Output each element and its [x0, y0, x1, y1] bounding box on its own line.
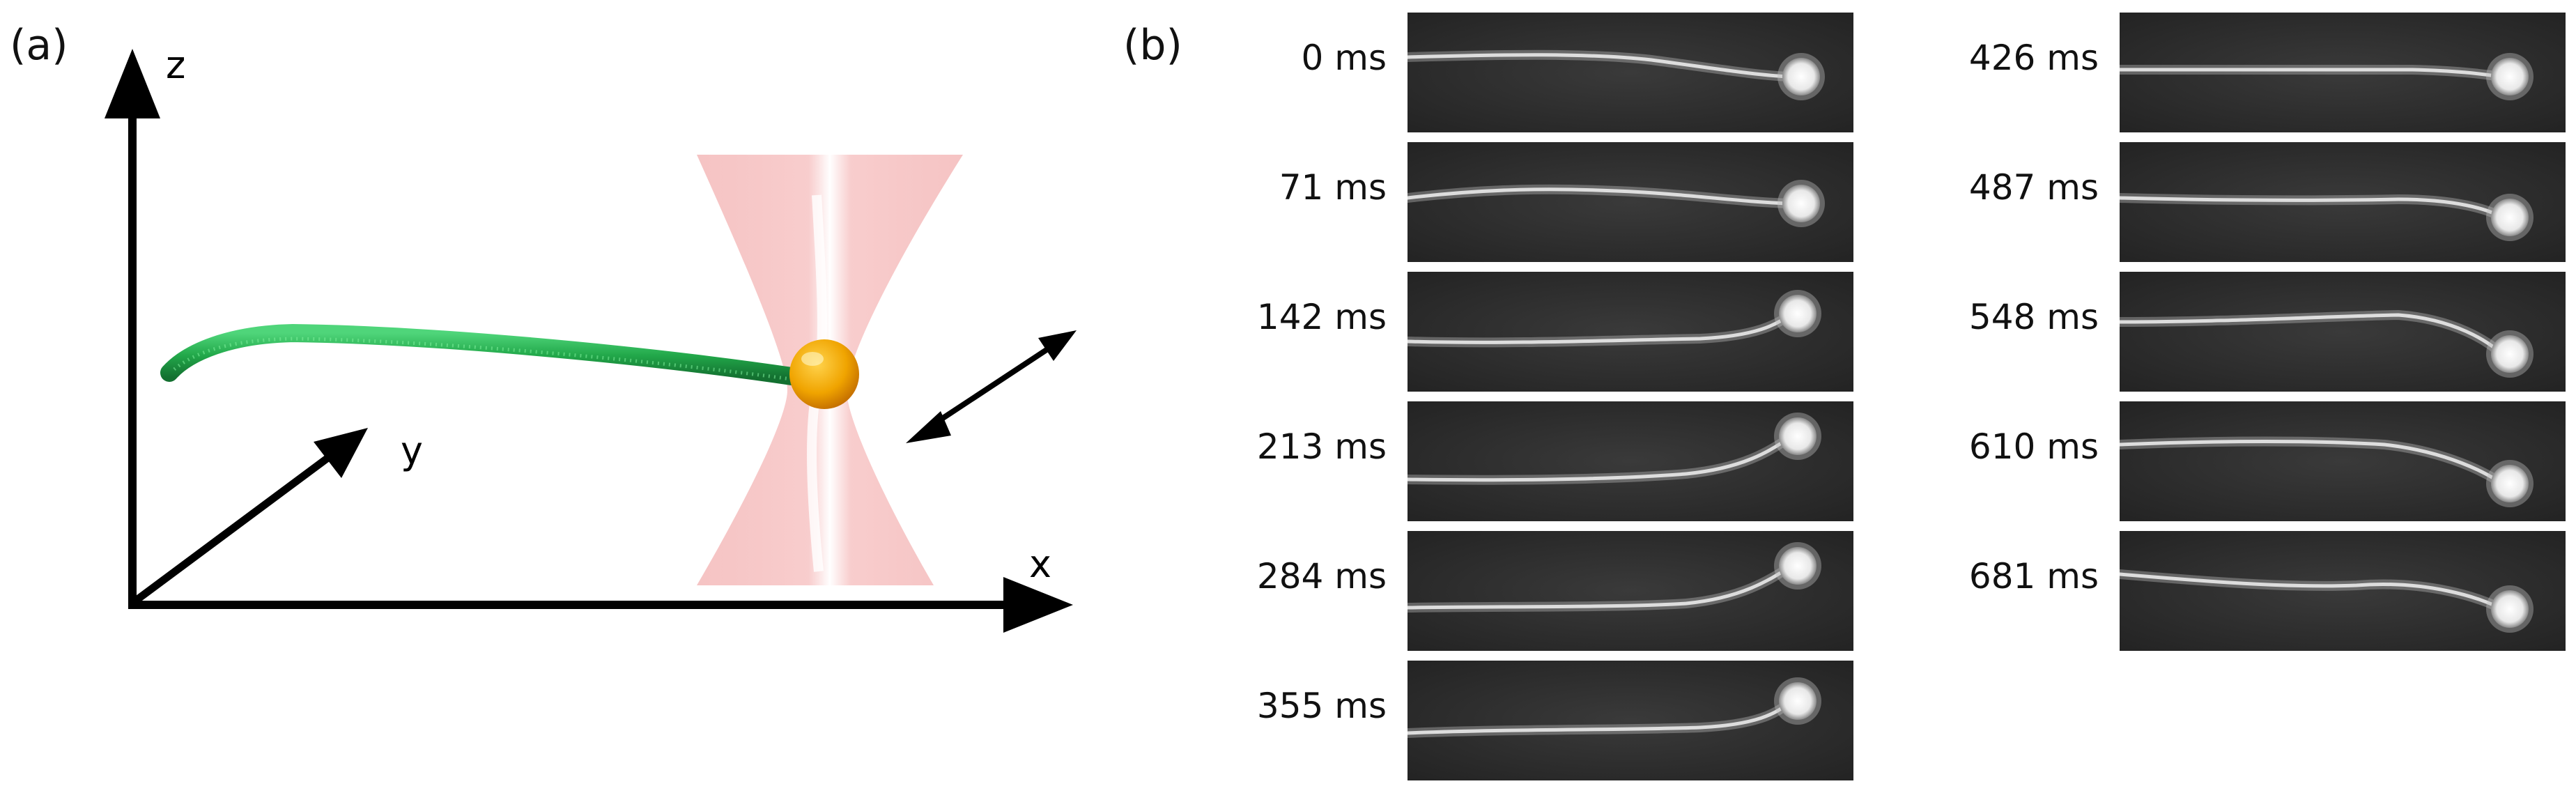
- y-axis-line: [131, 449, 337, 606]
- frame-time-label: 142 ms: [1256, 297, 1387, 337]
- frame-time-label: 487 ms: [1968, 167, 2099, 208]
- microscopy-frame: [1407, 531, 1853, 651]
- frame-time-label: 610 ms: [1968, 426, 2099, 467]
- microscopy-frame: [1407, 142, 1853, 262]
- oscillation-arrow-line: [928, 346, 1051, 429]
- oscillation-arrowhead-lower: [906, 411, 951, 443]
- frame-time-label: 548 ms: [1968, 297, 2099, 337]
- schematic-figure: z y x: [105, 43, 1077, 633]
- microscopy-frame: [1407, 272, 1853, 392]
- z-axis-label: z: [166, 43, 185, 87]
- frame-time-label: 213 ms: [1256, 426, 1387, 467]
- microscopy-frame: [2120, 272, 2566, 392]
- z-axis-arrowhead: [105, 49, 160, 118]
- panel-b-frames: (b) 0 ms 71 ms 142 ms 213 ms 284 ms 355 ms 426…: [1115, 0, 2576, 793]
- microscopy-frame: [1407, 401, 1853, 521]
- panel-a-schematic: (a): [0, 0, 1115, 793]
- x-axis-label: x: [1029, 542, 1051, 586]
- y-axis-arrowhead: [314, 428, 368, 478]
- panel-a-label: (a): [10, 21, 68, 70]
- frame-time-label: 426 ms: [1968, 38, 2099, 78]
- microscopy-frame: [1407, 661, 1853, 780]
- y-axis-label: y: [401, 429, 423, 472]
- filament: [160, 323, 810, 387]
- microscopy-frame: [2120, 13, 2566, 132]
- frame-time-label: 284 ms: [1256, 556, 1387, 596]
- microscopy-frame: [2120, 142, 2566, 262]
- microscopy-frame: [2120, 401, 2566, 521]
- microscopy-frame: [1407, 13, 1853, 132]
- panel-b-label: (b): [1123, 21, 1182, 70]
- frame-time-label: 71 ms: [1279, 167, 1387, 208]
- frame-time-label: 355 ms: [1256, 686, 1387, 726]
- frame-time-label: 681 ms: [1968, 556, 2099, 596]
- frame-time-label: 0 ms: [1301, 38, 1387, 78]
- microscopy-frame: [2120, 531, 2566, 651]
- oscillation-arrowhead-upper: [1038, 330, 1077, 361]
- x-axis-arrowhead: [1003, 577, 1073, 633]
- trapped-bead: [789, 339, 859, 409]
